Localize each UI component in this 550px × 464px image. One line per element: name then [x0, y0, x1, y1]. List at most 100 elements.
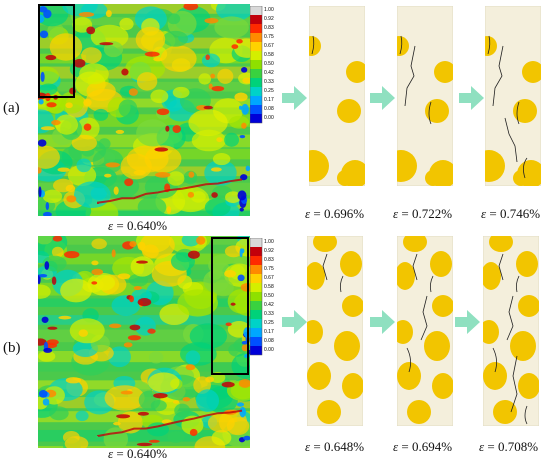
arrow-right-icon [282, 310, 307, 334]
colorbar-swatch [250, 238, 262, 247]
colorbar-swatch [250, 96, 262, 105]
particle [516, 251, 538, 277]
particle [307, 362, 331, 390]
crack-line [498, 253, 504, 281]
particle [489, 236, 513, 252]
crack-line [399, 35, 403, 55]
crack-line [492, 347, 497, 373]
colorbar-tick-label: 0.42 [264, 302, 274, 308]
strain-field-map-a [38, 4, 250, 216]
colorbar-swatch [250, 247, 262, 256]
crack-line [404, 45, 416, 107]
colorbar-swatch [250, 78, 262, 87]
colorbar-swatch [250, 346, 262, 355]
colorbar-tick-label: 0.83 [264, 257, 274, 263]
colorbar-tick-label: 0.58 [264, 52, 274, 58]
colorbar-tick-label: 0.75 [264, 34, 274, 40]
main-caption-a: ε = 0.640% [108, 218, 168, 233]
stage-caption-a1: ε = 0.696% [305, 206, 365, 221]
colorbar-swatch [250, 319, 262, 328]
crack-line [322, 253, 328, 281]
crack-line [406, 347, 411, 373]
colorbar-b: 1.00 0.92 0.83 0.75 0.67 0.58 0.50 0.42 0.33 0.25… [249, 237, 284, 361]
row-label-a: (a) [3, 100, 20, 116]
crack-stage-a2 [397, 6, 453, 186]
colorbar-swatch [250, 105, 262, 114]
colorbar-tick-label: 0.25 [264, 88, 274, 94]
colorbar-swatch [250, 256, 262, 265]
colorbar-swatch [250, 24, 262, 33]
particle [485, 36, 497, 56]
crack-line [510, 355, 518, 413]
crack-line [420, 295, 428, 341]
colorbar-swatch [250, 69, 262, 78]
particle [513, 99, 537, 123]
arrow-right-icon [455, 310, 480, 334]
colorbar-tick-label: 0.42 [264, 70, 274, 76]
particle [518, 373, 539, 399]
colorbar-tick-label: 0.00 [264, 347, 274, 353]
particle [522, 61, 541, 83]
particle [397, 150, 417, 182]
arrow-right-icon [282, 86, 307, 110]
crack-line [504, 117, 518, 163]
crack-line [429, 275, 434, 293]
colorbar-tick-label: 0.67 [264, 43, 274, 49]
colorbar-tick-label: 0.92 [264, 16, 274, 22]
main-caption-b: ε = 0.640% [108, 446, 168, 461]
particle [342, 373, 363, 399]
stage-caption-a3: ε = 0.746% [481, 206, 541, 221]
particle [432, 295, 453, 317]
colorbar-tick-label: 0.67 [264, 275, 274, 281]
stage-caption-b3: ε = 0.708% [479, 439, 539, 454]
colorbar-tick-label: 0.75 [264, 266, 274, 272]
particle [510, 331, 536, 361]
colorbar-swatch [250, 337, 262, 346]
particle [397, 362, 421, 390]
colorbar-swatch [250, 265, 262, 274]
colorbar-a: 1.00 0.92 0.83 0.75 0.67 0.58 0.50 0.42 0.33 0.25… [249, 5, 284, 129]
crack-stage-b1 [307, 236, 363, 426]
particle [340, 251, 362, 277]
colorbar-tick-label: 0.25 [264, 320, 274, 326]
crack-line [516, 101, 520, 125]
particle [397, 262, 415, 290]
colorbar-swatch [250, 87, 262, 96]
colorbar-swatch [250, 301, 262, 310]
region-highlight-box [211, 237, 249, 375]
particle [397, 36, 409, 56]
colorbar-swatch [250, 274, 262, 283]
particle [483, 262, 501, 290]
particle [342, 295, 363, 317]
particle [407, 400, 431, 424]
colorbar-tick-label: 0.08 [264, 338, 274, 344]
particle [307, 262, 325, 290]
particle [425, 170, 441, 186]
colorbar-tick-label: 0.50 [264, 293, 274, 299]
colorbar-tick-label: 0.08 [264, 106, 274, 112]
colorbar-swatch [250, 33, 262, 42]
crack-line [506, 295, 514, 341]
crack-line [412, 253, 418, 281]
colorbar-swatch [250, 292, 262, 301]
crack-line [487, 35, 491, 55]
row-label-b: (b) [3, 340, 21, 356]
colorbar-tick-label: 1.00 [264, 239, 274, 245]
crack-line [515, 275, 520, 293]
colorbar-swatch [250, 42, 262, 51]
particle [307, 320, 323, 344]
stage-caption-a2: ε = 0.722% [393, 206, 453, 221]
particle [309, 36, 321, 56]
particle [513, 170, 529, 186]
particle [518, 295, 539, 317]
particle [485, 150, 505, 182]
crack-line [523, 157, 528, 179]
colorbar-tick-label: 0.50 [264, 61, 274, 67]
particle [483, 362, 507, 390]
particle [432, 373, 453, 399]
colorbar-tick-label: 0.33 [264, 311, 274, 317]
particle [493, 400, 517, 424]
colorbar-tick-label: 0.33 [264, 79, 274, 85]
particle [337, 99, 361, 123]
crack-stage-a1 [309, 6, 365, 186]
